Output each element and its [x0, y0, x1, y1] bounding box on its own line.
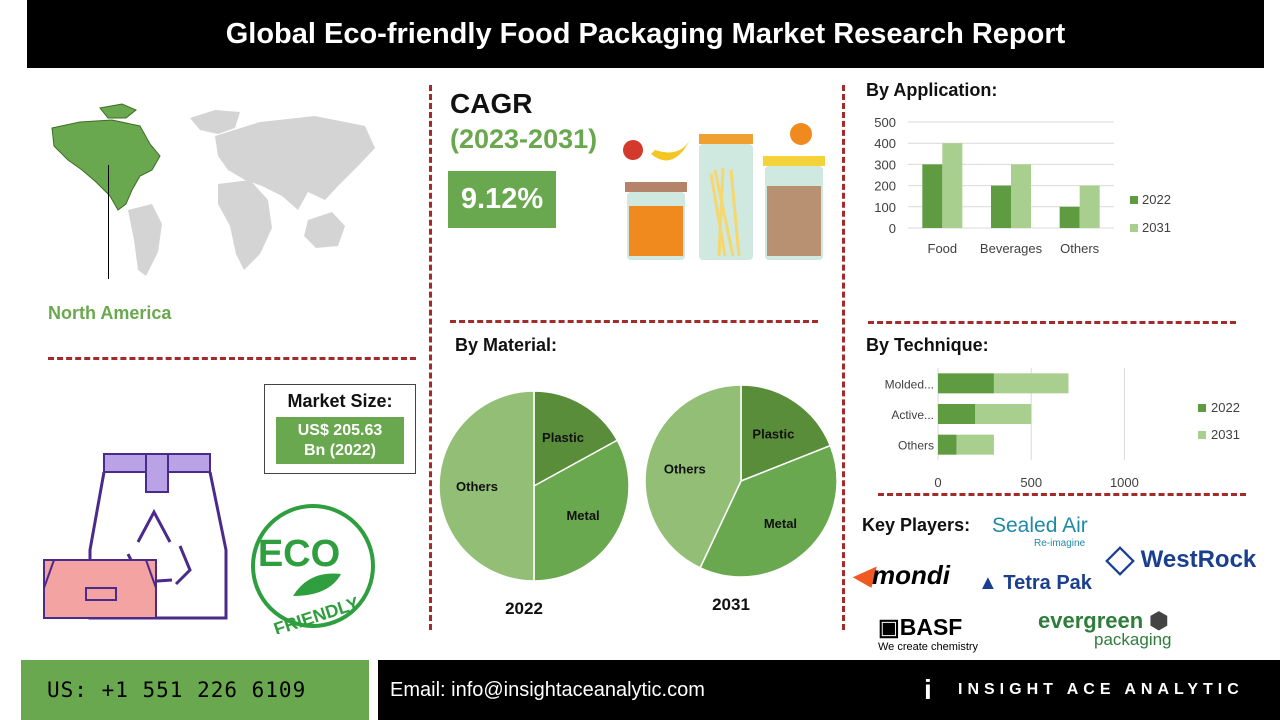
eco-badge-line1: ECO	[258, 533, 340, 575]
cagr-label: CAGR	[450, 88, 533, 119]
divider	[878, 493, 1246, 496]
legend-swatch	[1130, 224, 1138, 232]
footer-phone[interactable]: US: +1 551 226 6109	[21, 660, 369, 720]
evergreen-logo: evergreen ⬢ packaging	[1038, 608, 1172, 649]
eco-friendly-badge: ECO FRIENDLY	[251, 504, 375, 634]
y-tick-label: 100	[874, 200, 896, 215]
legend-label: 2022	[1211, 400, 1240, 415]
world-map	[51, 103, 375, 276]
y-tick-label: 400	[874, 136, 896, 151]
y-tick-label: 300	[874, 157, 896, 172]
bar	[1079, 185, 1100, 228]
cagr-period: (2023-2031)	[450, 124, 598, 154]
x-tick-label: Beverages	[980, 241, 1043, 256]
recycle-bag-icon	[43, 453, 228, 620]
divider	[842, 85, 845, 630]
brand-logo-icon: i	[924, 674, 937, 705]
y-tick-label: 500	[874, 115, 896, 130]
pie-slice	[644, 384, 742, 569]
basf-tagline: We create chemistry	[878, 641, 979, 653]
basf-icon: ▣	[878, 614, 900, 640]
westrock-logo: WestRock	[1105, 545, 1256, 576]
pie-slice	[533, 439, 630, 582]
legend-swatch	[1198, 431, 1206, 439]
mondi-logo: ◀mondi	[852, 560, 950, 590]
map-pointer-line	[108, 165, 109, 279]
cagr-value: 9.12%	[448, 171, 556, 228]
slice-label: Others	[456, 479, 498, 494]
x-tick-label: Others	[1060, 241, 1100, 256]
by-application-chart: 0 100 200 300 400 500 Food Beverages Others 2022 2…	[874, 115, 1171, 256]
pie-slice	[699, 444, 838, 578]
by-application-heading: By Application:	[866, 80, 998, 100]
footer-brand: i INSIGHT ACE ANALYTIC	[900, 660, 1280, 720]
pie-slice	[533, 390, 619, 488]
by-technique-heading: By Technique:	[866, 335, 989, 355]
legend-label: 2022	[1142, 192, 1171, 207]
slice-label: Metal	[566, 508, 599, 523]
legend-swatch	[1198, 404, 1206, 412]
sealed-air-tagline: Re-imagine	[1034, 538, 1086, 549]
bar	[975, 404, 1032, 424]
y-tick-label: 0	[889, 221, 896, 236]
market-size-value-line1: US$ 205.63	[297, 421, 383, 439]
evergreen-tagline: packaging	[1094, 630, 1172, 649]
pie-year-label: 2031	[712, 595, 750, 614]
market-size-label: Market Size:	[287, 391, 393, 411]
divider	[450, 320, 818, 323]
page-title: Global Eco-friendly Food Packaging Marke…	[27, 0, 1264, 68]
mondi-icon: ◀	[852, 560, 872, 590]
slice-label: Metal	[764, 516, 797, 531]
legend-label: 2031	[1211, 427, 1240, 442]
x-tick-label: 1000	[1110, 475, 1139, 490]
basf-logo: ▣BASF We create chemistry	[878, 614, 979, 653]
bar	[991, 185, 1011, 228]
key-players-heading: Key Players:	[862, 515, 971, 535]
by-material-heading: By Material:	[455, 335, 558, 355]
sealed-air-logo: Sealed Air Re-imagine	[992, 514, 1088, 549]
bar	[938, 404, 976, 424]
market-size-box: Market Size: US$ 205.63 Bn (2022)	[264, 384, 416, 474]
bar	[938, 373, 994, 394]
y-tick-label: 200	[874, 179, 896, 194]
slice-label: Others	[664, 461, 706, 476]
divider	[48, 357, 416, 360]
footer-email[interactable]: Email: info@insightaceanalytic.com	[378, 660, 900, 720]
legend-swatch	[1130, 196, 1138, 204]
divider	[429, 85, 432, 630]
pie-slice	[438, 390, 535, 582]
market-size-value: US$ 205.63 Bn (2022)	[276, 417, 404, 464]
brand-name: INSIGHT ACE ANALYTIC	[958, 681, 1244, 698]
slice-label: Plastic	[542, 430, 584, 445]
food-jars-illustration	[623, 123, 825, 260]
bar	[993, 373, 1069, 394]
divider	[868, 321, 1236, 324]
evergreen-icon: ⬢	[1143, 608, 1169, 633]
legend-label: 2031	[1142, 220, 1171, 235]
bar	[938, 434, 957, 455]
by-technique-chart: 0 500 1000 Molded... Active... Others 2022 2031	[885, 368, 1240, 490]
bar	[1011, 164, 1031, 228]
x-tick-label: 0	[934, 475, 941, 490]
bar	[922, 164, 943, 228]
pie-year-label: 2022	[505, 599, 543, 618]
x-tick-label: Food	[928, 241, 958, 256]
y-tick-label: Others	[898, 439, 934, 453]
bar	[942, 143, 963, 228]
bar	[956, 434, 994, 455]
x-tick-label: 500	[1020, 475, 1042, 490]
by-material-charts: Plastic Metal Others 2022 Plastic Metal Others…	[438, 384, 838, 618]
bar	[1059, 206, 1080, 228]
market-size-value-line2: Bn (2022)	[303, 441, 377, 459]
y-tick-label: Molded...	[885, 377, 934, 391]
slice-label: Plastic	[752, 426, 794, 441]
tetra-pak-logo: ▲ Tetra Pak	[978, 572, 1092, 594]
y-tick-label: Active...	[891, 408, 934, 422]
pie-slice	[740, 384, 832, 483]
tetra-pak-icon: ▲	[978, 572, 998, 594]
region-label: North America	[48, 303, 172, 323]
westrock-icon	[1105, 545, 1135, 576]
